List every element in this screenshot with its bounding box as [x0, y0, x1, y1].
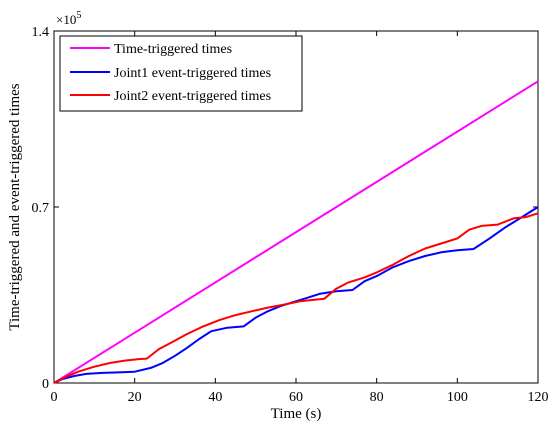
legend-label-joint2: Joint2 event-triggered times — [114, 89, 271, 104]
series-time-triggered-line — [53, 80, 539, 384]
y-tick-label: 0.7 — [32, 201, 50, 216]
y-tick-label: 0 — [42, 377, 49, 392]
x-tick-label: 20 — [128, 390, 142, 405]
y-axis-exponent: ×105 — [56, 10, 81, 27]
y-axis-exponent-base: ×10 — [56, 12, 76, 27]
x-axis-ticks: 0 20 40 60 80 100 120 — [51, 31, 549, 405]
legend-label-joint1: Joint1 event-triggered times — [114, 66, 271, 81]
y-tick-label: 1.4 — [32, 25, 50, 40]
x-tick-label: 60 — [289, 390, 303, 405]
series-joint2-line — [53, 212, 539, 384]
y-axis-exponent-power: 5 — [76, 10, 81, 21]
x-tick-label: 80 — [370, 390, 384, 405]
legend-label-time-triggered: Time-triggered times — [114, 42, 232, 57]
legend: Time-triggered times Joint1 event-trigge… — [59, 35, 303, 112]
y-axis-label: Time-triggered and event-triggered times — [7, 83, 23, 330]
x-axis-label: Time (s) — [271, 406, 322, 422]
x-tick-label: 100 — [447, 390, 468, 405]
y-axis-ticks: 0 0.7 1.4 — [32, 25, 538, 392]
series-lines — [53, 80, 539, 384]
x-tick-label: 0 — [51, 390, 58, 405]
x-tick-label: 40 — [208, 390, 222, 405]
x-tick-label: 120 — [528, 390, 549, 405]
